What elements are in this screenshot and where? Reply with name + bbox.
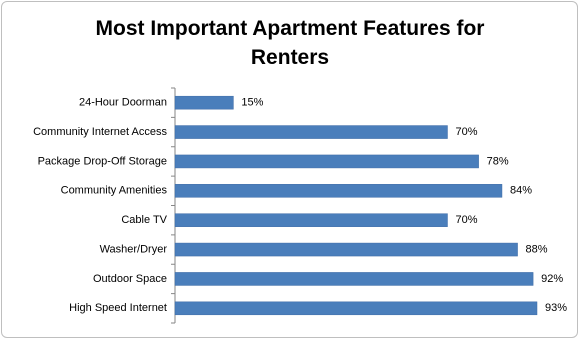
category-label: Washer/Dryer	[100, 243, 168, 255]
category-label: 24-Hour Doorman	[79, 97, 167, 109]
bar	[174, 95, 234, 110]
category-label: High Speed Internet	[69, 302, 167, 314]
value-label: 78%	[487, 155, 509, 167]
chart-title: Most Important Apartment Features for Re…	[95, 17, 485, 69]
value-label: 92%	[541, 273, 563, 285]
bar	[174, 184, 503, 198]
value-label: 93%	[545, 302, 567, 314]
bar	[174, 213, 448, 227]
category-label: Cable TV	[121, 214, 167, 226]
bar	[174, 272, 534, 286]
value-label: 15%	[241, 97, 263, 109]
value-label: 70%	[455, 126, 477, 138]
category-label: Package Drop-Off Storage	[38, 155, 167, 167]
bar	[174, 242, 518, 257]
bar	[174, 154, 479, 169]
category-label: Outdoor Space	[93, 273, 167, 285]
bar	[174, 125, 448, 139]
value-label: 84%	[510, 185, 532, 197]
bar	[174, 301, 538, 316]
value-label: 88%	[526, 243, 548, 255]
category-label: Community Amenities	[61, 185, 168, 197]
category-label: Community Internet Access	[33, 126, 167, 138]
value-label: 70%	[455, 214, 477, 226]
